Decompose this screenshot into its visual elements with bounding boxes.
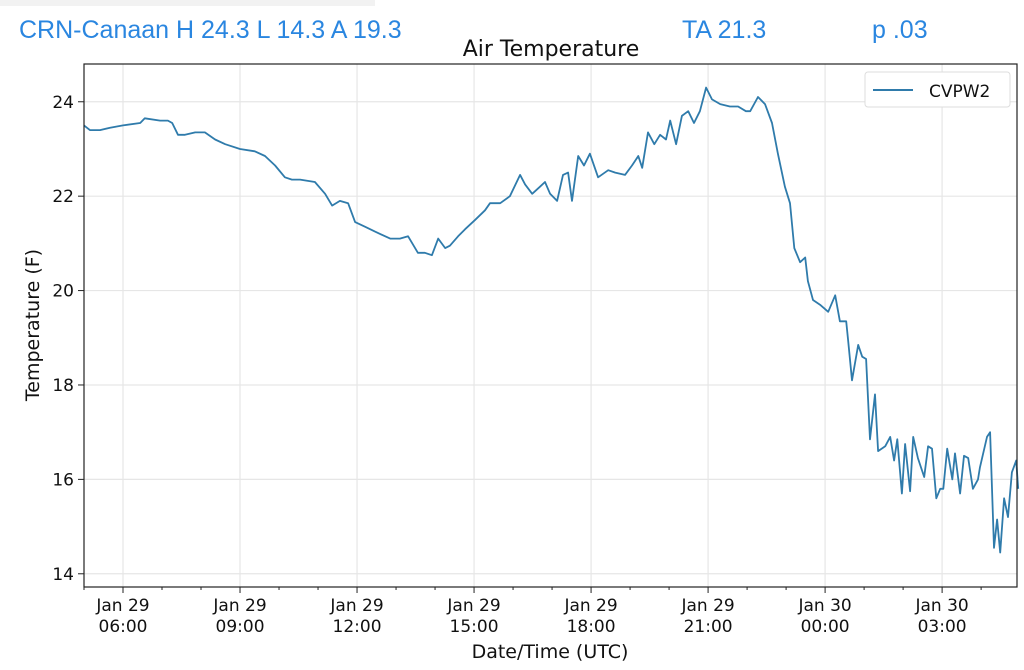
legend: CVPW2 [864, 71, 1011, 108]
y-tick-label: 14 [52, 565, 74, 585]
series-line-cvpw2 [83, 86, 1020, 554]
x-tick-label-time: 03:00 [918, 617, 967, 637]
x-tick-label-date: Jan 29 [95, 596, 149, 616]
grid [84, 64, 1017, 587]
y-tick-label: 24 [52, 93, 74, 113]
y-tick-label: 20 [52, 282, 74, 302]
y-axis-label: Temperature (F) [22, 249, 44, 402]
y-tick-label: 22 [52, 187, 74, 207]
legend-box [864, 71, 1011, 108]
x-tick-label-date: Jan 29 [212, 596, 266, 616]
top-divider [0, 0, 375, 6]
legend-label: CVPW2 [929, 82, 990, 102]
x-tick-label-time: 00:00 [801, 617, 850, 637]
x-tick-label-time: 21:00 [684, 617, 733, 637]
ta-value: TA 21.3 [682, 16, 767, 44]
x-tick-label-date: Jan 29 [563, 596, 617, 616]
x-tick-label-time: 18:00 [567, 617, 616, 637]
p-value: p .03 [872, 16, 928, 44]
x-tick-label-time: 15:00 [450, 617, 499, 637]
series-layer [83, 86, 1020, 554]
station-summary: CRN-Canaan H 24.3 L 14.3 A 19.3 [19, 16, 402, 44]
y-tick-label: 18 [52, 376, 74, 396]
x-tick-label-date: Jan 29 [446, 596, 500, 616]
x-tick-label-time: 06:00 [99, 617, 148, 637]
x-tick-label-time: 09:00 [216, 617, 265, 637]
x-tick-label-date: Jan 30 [914, 596, 968, 616]
x-tick-label-date: Jan 29 [680, 596, 734, 616]
x-tick-label-date: Jan 30 [797, 596, 851, 616]
chart-title: Air Temperature [463, 37, 640, 62]
x-axis-label: Date/Time (UTC) [472, 641, 629, 663]
x-tick-label-time: 12:00 [333, 617, 382, 637]
y-tick-label: 16 [52, 470, 74, 490]
x-tick-label-date: Jan 29 [329, 596, 383, 616]
plot-frame [83, 63, 1018, 588]
